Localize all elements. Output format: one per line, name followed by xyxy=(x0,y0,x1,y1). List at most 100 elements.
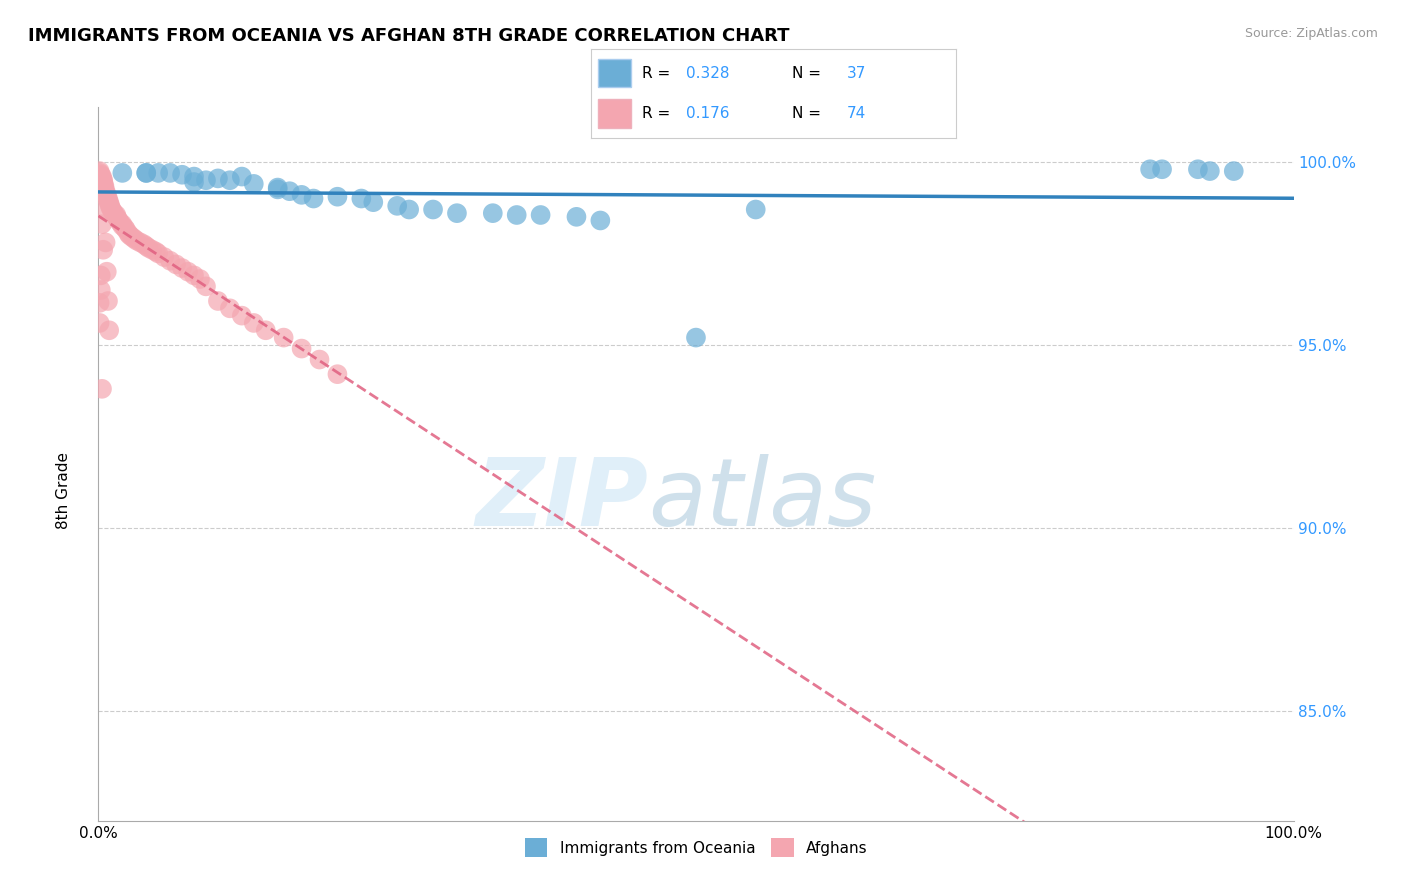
Point xyxy=(350,192,373,206)
Point xyxy=(93,180,115,194)
Point xyxy=(135,166,157,180)
Point xyxy=(219,301,242,316)
Point xyxy=(124,232,146,246)
Point xyxy=(98,199,122,213)
Point xyxy=(1152,162,1174,177)
Point xyxy=(254,323,277,337)
Point xyxy=(129,235,152,250)
Point xyxy=(125,234,148,248)
Point xyxy=(138,241,160,255)
Point xyxy=(103,206,125,220)
Point xyxy=(141,243,163,257)
Point xyxy=(89,295,111,310)
Point xyxy=(685,330,707,344)
Point xyxy=(91,217,114,231)
Point xyxy=(98,201,122,215)
Point xyxy=(148,246,170,260)
Point xyxy=(98,197,121,211)
Point xyxy=(363,195,385,210)
Point xyxy=(145,244,167,259)
Point xyxy=(177,265,200,279)
Text: 0.176: 0.176 xyxy=(686,106,730,120)
Point xyxy=(111,217,134,231)
Point xyxy=(231,309,253,323)
Point xyxy=(97,192,120,206)
Text: N =: N = xyxy=(792,106,825,120)
Point xyxy=(91,382,114,396)
Point xyxy=(107,213,129,227)
Point xyxy=(172,168,194,182)
Point xyxy=(207,171,229,186)
Point xyxy=(108,215,131,229)
Point xyxy=(243,316,266,330)
Point xyxy=(745,202,768,217)
Point xyxy=(117,227,139,241)
Point xyxy=(90,268,112,283)
Text: 0.328: 0.328 xyxy=(686,66,730,80)
Point xyxy=(91,243,114,257)
Point xyxy=(183,268,205,283)
Point xyxy=(326,190,349,204)
Point xyxy=(273,330,295,344)
Point xyxy=(291,342,314,356)
Point xyxy=(100,202,122,217)
Point xyxy=(96,265,118,279)
Point xyxy=(1199,164,1222,178)
Point xyxy=(89,166,111,180)
Point xyxy=(115,222,138,236)
Point xyxy=(91,173,114,187)
Point xyxy=(172,261,194,276)
Point xyxy=(135,239,157,253)
Point xyxy=(148,166,170,180)
Point xyxy=(326,367,349,381)
Point xyxy=(96,190,118,204)
Point xyxy=(135,166,157,180)
Point xyxy=(243,177,266,191)
Point xyxy=(195,279,218,293)
Point xyxy=(1139,162,1161,177)
Point xyxy=(589,213,612,227)
Point xyxy=(506,208,529,222)
Point xyxy=(96,187,118,202)
Text: 8th Grade: 8th Grade xyxy=(56,452,70,529)
Point xyxy=(1187,162,1209,177)
Point xyxy=(195,173,218,187)
Text: ZIP: ZIP xyxy=(475,453,648,546)
Point xyxy=(90,283,112,297)
Point xyxy=(530,208,553,222)
Point xyxy=(183,175,205,189)
Point xyxy=(97,293,120,308)
Point xyxy=(219,173,242,187)
Point xyxy=(91,175,114,189)
Point xyxy=(111,219,134,233)
Point xyxy=(183,169,205,184)
Point xyxy=(91,169,114,184)
Point xyxy=(278,184,301,198)
Point xyxy=(93,202,115,217)
Point xyxy=(159,166,181,180)
Point xyxy=(188,272,211,286)
Point xyxy=(308,352,330,367)
Text: 37: 37 xyxy=(846,66,866,80)
Point xyxy=(93,178,115,193)
Point xyxy=(398,202,420,217)
Point xyxy=(231,169,253,184)
Point xyxy=(105,210,128,224)
Legend: Immigrants from Oceania, Afghans: Immigrants from Oceania, Afghans xyxy=(519,832,873,863)
Point xyxy=(98,323,121,337)
Text: R =: R = xyxy=(641,66,675,80)
FancyBboxPatch shape xyxy=(598,99,631,128)
Text: atlas: atlas xyxy=(648,454,876,545)
Point xyxy=(132,237,155,252)
FancyBboxPatch shape xyxy=(598,59,631,87)
Point xyxy=(91,171,114,186)
Text: 74: 74 xyxy=(846,106,866,120)
Point xyxy=(94,184,117,198)
Text: R =: R = xyxy=(641,106,679,120)
Point xyxy=(422,202,444,217)
Point xyxy=(101,204,124,219)
Text: N =: N = xyxy=(792,66,825,80)
Point xyxy=(89,164,111,178)
Point xyxy=(94,235,117,250)
Point xyxy=(107,211,129,226)
